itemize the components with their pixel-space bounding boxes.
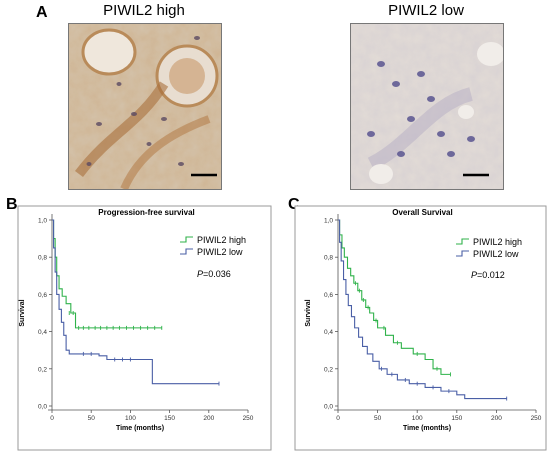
legend-swatch-0 xyxy=(456,238,469,245)
y-tick-label: 0,2 xyxy=(324,366,333,373)
y-tick-label: 1,0 xyxy=(38,218,47,225)
x-tick-label: 50 xyxy=(374,415,382,422)
legend-label-1: PIWIL2 low xyxy=(197,247,243,257)
image-title-high: PIWIL2 high xyxy=(103,2,185,19)
legend-swatch-1 xyxy=(456,250,469,257)
y-tick-label: 0,6 xyxy=(324,292,333,299)
x-axis-label: Time (months) xyxy=(403,425,451,432)
image-title-low: PIWIL2 low xyxy=(388,2,464,19)
x-tick-label: 250 xyxy=(531,415,542,422)
series-line-0 xyxy=(52,219,162,329)
x-tick-label: 150 xyxy=(164,415,175,422)
y-axis-label: Survival xyxy=(305,299,312,326)
x-tick-label: 50 xyxy=(88,415,96,422)
y-tick-label: 0,0 xyxy=(324,404,333,411)
chart-title: Overall Survival xyxy=(392,208,452,217)
y-tick-label: 0,2 xyxy=(38,366,47,373)
y-tick-label: 0,4 xyxy=(38,329,47,336)
y-tick-label: 0,8 xyxy=(324,255,333,262)
legend-label-0: PIWIL2 high xyxy=(473,237,522,247)
x-tick-label: 250 xyxy=(243,415,254,422)
p-value-annotation: P=0.012 xyxy=(471,270,505,280)
chart-title: Progression-free survival xyxy=(98,208,194,217)
legend-swatch-1 xyxy=(180,248,193,255)
x-tick-label: 150 xyxy=(451,415,462,422)
x-tick-label: 100 xyxy=(412,415,423,422)
micrograph-piwil2-low xyxy=(350,23,504,190)
legend-swatch-0 xyxy=(180,236,193,243)
y-tick-label: 0,4 xyxy=(324,329,333,336)
x-axis-label: Time (months) xyxy=(116,425,164,432)
micrograph-piwil2-high xyxy=(68,23,222,190)
chart-overall-survival: Overall Survival 0,0 0,2 0,4 0,6 0,8 1,0 0 50 100… xyxy=(294,205,547,451)
legend-label-1: PIWIL2 low xyxy=(473,249,519,259)
x-tick-label: 200 xyxy=(491,415,502,422)
y-axis-label: Survival xyxy=(19,299,26,326)
panel-label-b: B xyxy=(6,196,18,213)
chart-progression-free-survival: Progression-free survival 0,0 0,2 0,4 0,6 0,8… xyxy=(17,205,272,451)
x-tick-label: 0 xyxy=(50,415,54,422)
series-line-0 xyxy=(338,219,451,375)
y-tick-label: 0,6 xyxy=(38,292,47,299)
x-tick-label: 200 xyxy=(203,415,214,422)
micrograph-high-texture xyxy=(69,24,221,189)
y-tick-label: 0,0 xyxy=(38,404,47,411)
x-tick-label: 100 xyxy=(125,415,136,422)
chart-frame xyxy=(294,205,547,451)
x-tick-label: 0 xyxy=(336,415,340,422)
y-tick-label: 0,8 xyxy=(38,255,47,262)
y-tick-label: 1,0 xyxy=(324,218,333,225)
panel-label-c: C xyxy=(288,196,300,213)
p-value-annotation: P=0.036 xyxy=(197,269,231,279)
series-line-1 xyxy=(52,219,219,385)
legend-label-0: PIWIL2 high xyxy=(197,235,246,245)
panel-label-a: A xyxy=(36,4,48,21)
micrograph-low-texture xyxy=(351,24,503,189)
